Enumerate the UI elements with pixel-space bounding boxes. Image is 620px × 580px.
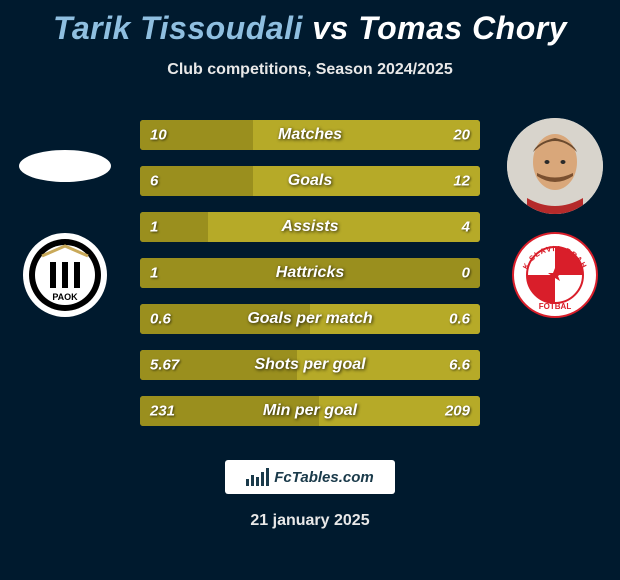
- svg-text:FOTBAL: FOTBAL: [539, 302, 572, 311]
- slavia-badge-icon: SK SLAVIA PRAHA FOTBAL: [512, 232, 598, 318]
- brand-badge: FcTables.com: [225, 460, 395, 494]
- value-left: 0.6: [150, 311, 171, 328]
- comparison-title: Tarik Tissoudali vs Tomas Chory: [0, 0, 620, 47]
- metric-row: 0.6 0.6 Goals per match: [140, 304, 480, 334]
- paok-badge-icon: PAOK: [22, 232, 108, 318]
- metric-label: Matches: [278, 126, 342, 144]
- metric-row: 10 20 Matches: [140, 120, 480, 150]
- metric-label: Goals: [288, 172, 332, 190]
- comparison-chart: 1020Matches612Goals14Assists10Hattricks0…: [140, 120, 480, 442]
- metric-row: 1 0 Hattricks: [140, 258, 480, 288]
- value-left: 1: [150, 219, 158, 236]
- player2-club-badge: SK SLAVIA PRAHA FOTBAL: [512, 232, 598, 318]
- value-left: 1: [150, 265, 158, 282]
- value-right: 4: [462, 219, 470, 236]
- value-left: 6: [150, 173, 158, 190]
- metric-label: Shots per goal: [254, 356, 365, 374]
- player2-face-icon: [507, 118, 603, 214]
- value-left: 5.67: [150, 357, 179, 374]
- value-right: 209: [445, 403, 470, 420]
- metric-label: Goals per match: [247, 310, 372, 328]
- metric-row: 5.67 6.6 Shots per goal: [140, 350, 480, 380]
- player1-club-badge: PAOK: [22, 232, 108, 318]
- player2-name: Tomas Chory: [358, 10, 567, 46]
- player2-column: SK SLAVIA PRAHA FOTBAL: [500, 118, 610, 318]
- metric-label: Assists: [282, 218, 339, 236]
- player1-column: PAOK: [10, 118, 120, 318]
- brand-bars-icon: [246, 468, 269, 486]
- season-subtitle: Club competitions, Season 2024/2025: [0, 61, 620, 79]
- player1-silhouette-icon: [17, 146, 113, 186]
- value-right: 0.6: [449, 311, 470, 328]
- value-right: 20: [453, 127, 470, 144]
- value-right: 0: [462, 265, 470, 282]
- metric-row: 231 209 Min per goal: [140, 396, 480, 426]
- metric-label: Hattricks: [276, 264, 344, 282]
- brand-text: FcTables.com: [274, 469, 373, 486]
- player1-photo: [17, 118, 113, 214]
- player2-photo: [507, 118, 603, 214]
- vs-label: vs: [312, 10, 349, 46]
- bar-right: [208, 212, 480, 242]
- metric-label: Min per goal: [263, 402, 357, 420]
- player1-name: Tarik Tissoudali: [53, 10, 303, 46]
- value-right: 12: [453, 173, 470, 190]
- value-left: 231: [150, 403, 175, 420]
- value-right: 6.6: [449, 357, 470, 374]
- metric-row: 1 4 Assists: [140, 212, 480, 242]
- metric-row: 6 12 Goals: [140, 166, 480, 196]
- footer-date: 21 january 2025: [250, 512, 369, 530]
- svg-text:PAOK: PAOK: [52, 292, 78, 302]
- value-left: 10: [150, 127, 167, 144]
